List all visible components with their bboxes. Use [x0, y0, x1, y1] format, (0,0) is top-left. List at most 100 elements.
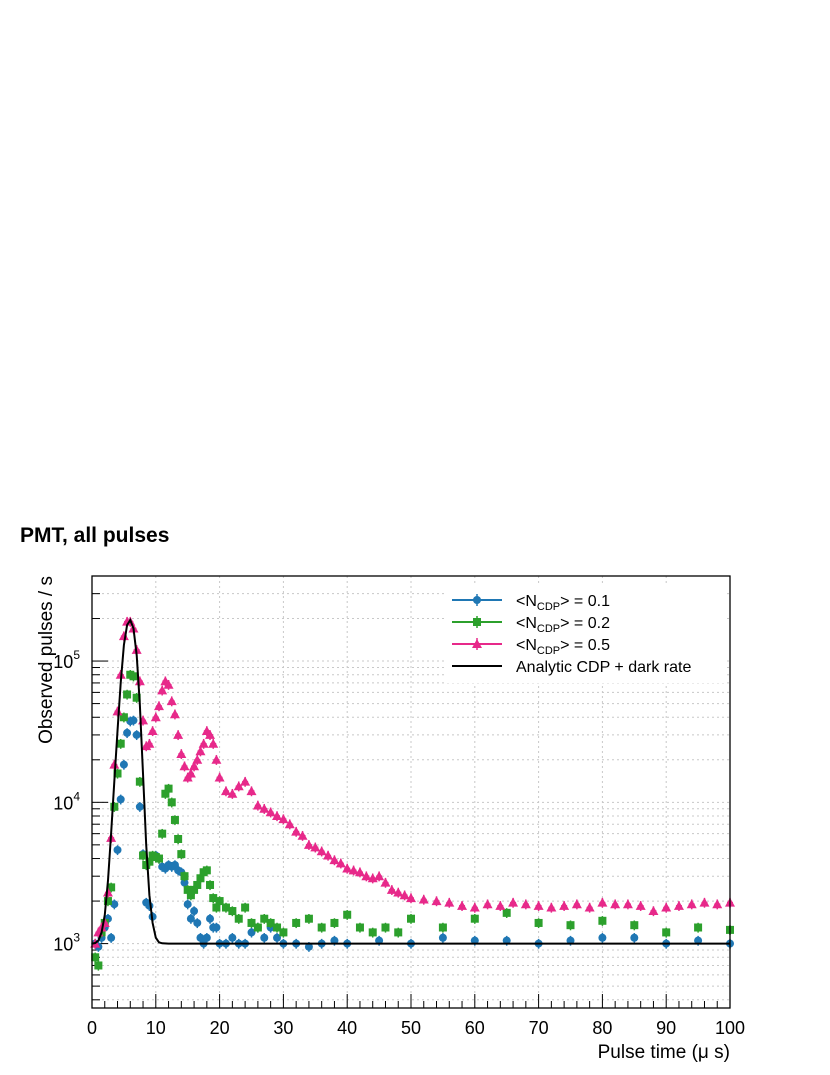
data-point [102, 887, 113, 897]
data-point [206, 880, 215, 889]
data-point [205, 729, 216, 739]
data-point [129, 672, 138, 681]
data-point [265, 807, 276, 817]
data-point [661, 902, 672, 912]
data-point [502, 908, 511, 917]
data-point [673, 900, 684, 910]
data-point [407, 914, 415, 923]
data-point [147, 725, 158, 735]
data-point [297, 830, 308, 840]
data-point [694, 923, 703, 932]
data-point [167, 798, 176, 807]
data-point [343, 910, 352, 919]
data-point [304, 914, 313, 923]
data-point [330, 918, 339, 927]
y-tick-label: 104 [53, 789, 80, 813]
legend-item: <NCDP> = 0.1 [452, 593, 610, 613]
data-point [279, 928, 288, 937]
data-point [212, 903, 221, 912]
data-point [113, 769, 122, 778]
data-point [520, 899, 531, 909]
data-point [118, 631, 129, 641]
series-layer [90, 616, 735, 971]
data-point [209, 894, 218, 903]
data-point [291, 826, 302, 836]
x-tick-label: 40 [337, 1018, 357, 1038]
data-point [469, 902, 480, 912]
data-point [112, 706, 123, 716]
data-point [260, 933, 269, 942]
series-3 [90, 616, 735, 949]
data-point [180, 872, 189, 881]
data-point [533, 900, 544, 910]
legend-item: Analytic CDP + dark rate [452, 659, 691, 676]
data-point [183, 900, 192, 909]
data-point [252, 800, 263, 810]
data-point [166, 696, 177, 706]
data-point [342, 863, 353, 873]
data-point [154, 854, 163, 863]
data-point [198, 738, 209, 748]
data-point [598, 933, 607, 942]
data-point [438, 923, 447, 932]
data-point [330, 936, 339, 945]
data-point [119, 760, 128, 769]
legend-item: <NCDP> = 0.2 [452, 615, 610, 635]
data-point [113, 845, 122, 854]
data-point [694, 936, 703, 945]
data-point [193, 880, 202, 889]
data-point [502, 936, 511, 945]
data-point [123, 690, 132, 699]
data-point [157, 685, 168, 695]
legend-marker [472, 639, 482, 648]
x-tick-label: 60 [465, 1018, 485, 1038]
x-tick-label: 50 [401, 1018, 421, 1038]
data-point [406, 893, 416, 903]
data-point [253, 923, 262, 932]
data-point [153, 701, 164, 711]
data-point [247, 928, 256, 937]
data-point [180, 878, 189, 887]
data-point [196, 933, 205, 942]
analytic-curve [91, 617, 730, 945]
data-point [195, 746, 206, 756]
plot-frame [91, 575, 731, 1009]
data-point [534, 918, 543, 927]
data-point [247, 918, 256, 927]
data-point [508, 897, 519, 907]
legend: <NCDP> = 0.1<NCDP> = 0.2<NCDP> = 0.5 Anal… [445, 585, 725, 683]
data-point [686, 899, 697, 909]
data-point [220, 786, 231, 796]
data-point [144, 738, 155, 748]
data-point [186, 891, 195, 900]
data-point [103, 897, 112, 906]
data-point [559, 900, 570, 910]
data-point [495, 900, 506, 910]
y-tick-label: 105 [53, 648, 80, 672]
data-point [699, 897, 710, 907]
chart-title: PMT, all pulses [20, 524, 170, 547]
data-point [597, 897, 608, 907]
data-point [444, 897, 455, 907]
data-point [566, 936, 575, 945]
data-point [635, 900, 646, 910]
data-point [215, 897, 224, 906]
data-point [211, 754, 222, 764]
data-point [202, 933, 211, 942]
x-axis-title: Pulse time (μ s) [598, 1042, 730, 1063]
legend-label: Analytic CDP + dark rate [516, 659, 691, 676]
data-point [240, 776, 251, 786]
x-tick-label: 80 [592, 1018, 612, 1038]
legend-marker [473, 618, 481, 626]
data-point [176, 748, 187, 758]
data-point [170, 815, 179, 824]
data-point [648, 906, 659, 916]
legend-item: <NCDP> = 0.5 [452, 637, 610, 657]
data-point [354, 867, 365, 877]
data-point [158, 829, 167, 838]
data-point [335, 858, 346, 868]
data-point [438, 933, 447, 942]
data-point [303, 839, 314, 849]
data-point [380, 877, 391, 887]
data-point [169, 709, 180, 719]
